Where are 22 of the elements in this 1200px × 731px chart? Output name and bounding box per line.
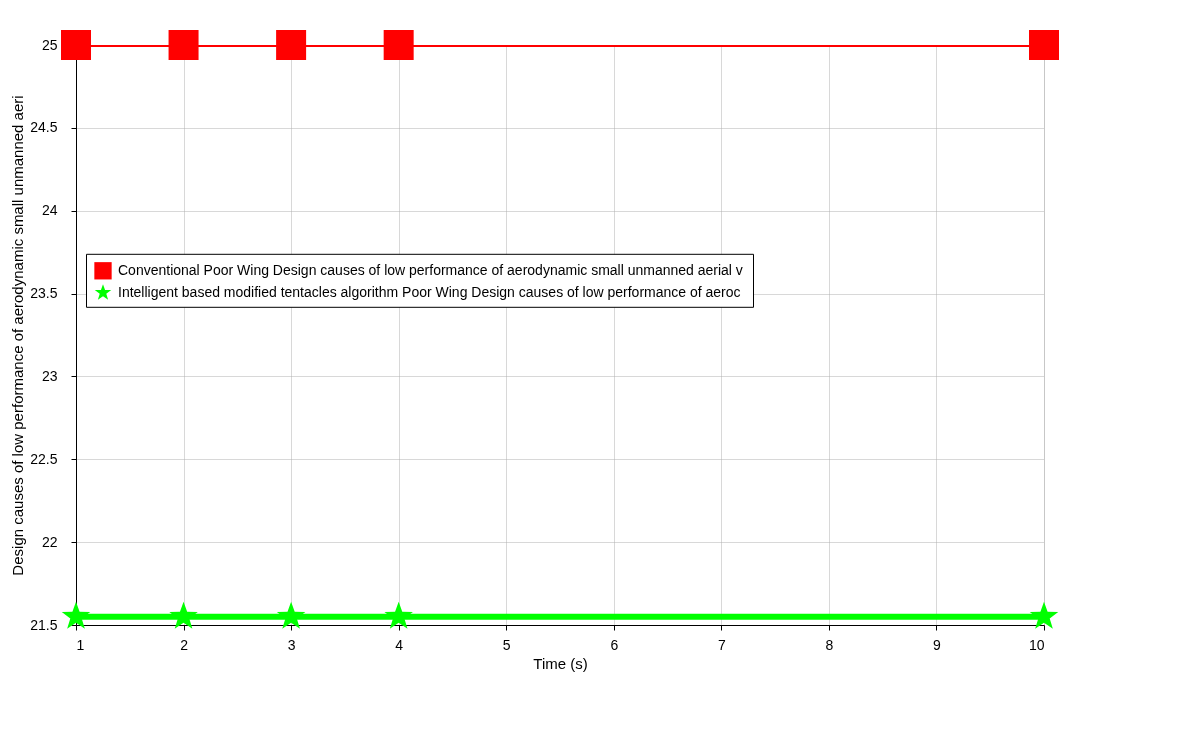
x-tick-label: 2 xyxy=(180,636,189,653)
x-tick-label: 4 xyxy=(395,636,404,653)
x-tick-label: 5 xyxy=(502,636,511,653)
y-tick-label: 25 xyxy=(41,36,58,53)
y-tick-label: 22 xyxy=(41,533,58,550)
x-tick-label: 7 xyxy=(717,636,726,653)
y-tick-label: 24.5 xyxy=(30,119,58,136)
x-tick-label: 10 xyxy=(1028,636,1045,653)
y-tick-label: 23.5 xyxy=(30,285,58,302)
x-axis-title: Time (s) xyxy=(533,654,588,672)
x-tick-label: 9 xyxy=(933,636,942,653)
y-tick-label: 22.5 xyxy=(30,450,58,467)
x-tick-label: 1 xyxy=(76,636,85,653)
y-axis-title: Design causes of low performance of aerodynamic small unmanned aeri xyxy=(9,95,27,576)
x-tick-label: 3 xyxy=(287,636,296,653)
legend-label: Intelligent based modified tentacles algorithm Poor Wing Design causes of low performance of aeroc xyxy=(118,283,741,300)
y-tick-label: 21.5 xyxy=(30,616,58,633)
x-tick-label: 8 xyxy=(825,636,834,653)
y-tick-label: 23 xyxy=(41,367,58,384)
legend-label: Conventional Poor Wing Design causes of low performance of aerodynamic small unmanned aerial v xyxy=(118,261,743,278)
y-tick-label: 24 xyxy=(41,202,58,219)
x-tick-label: 6 xyxy=(610,636,619,653)
